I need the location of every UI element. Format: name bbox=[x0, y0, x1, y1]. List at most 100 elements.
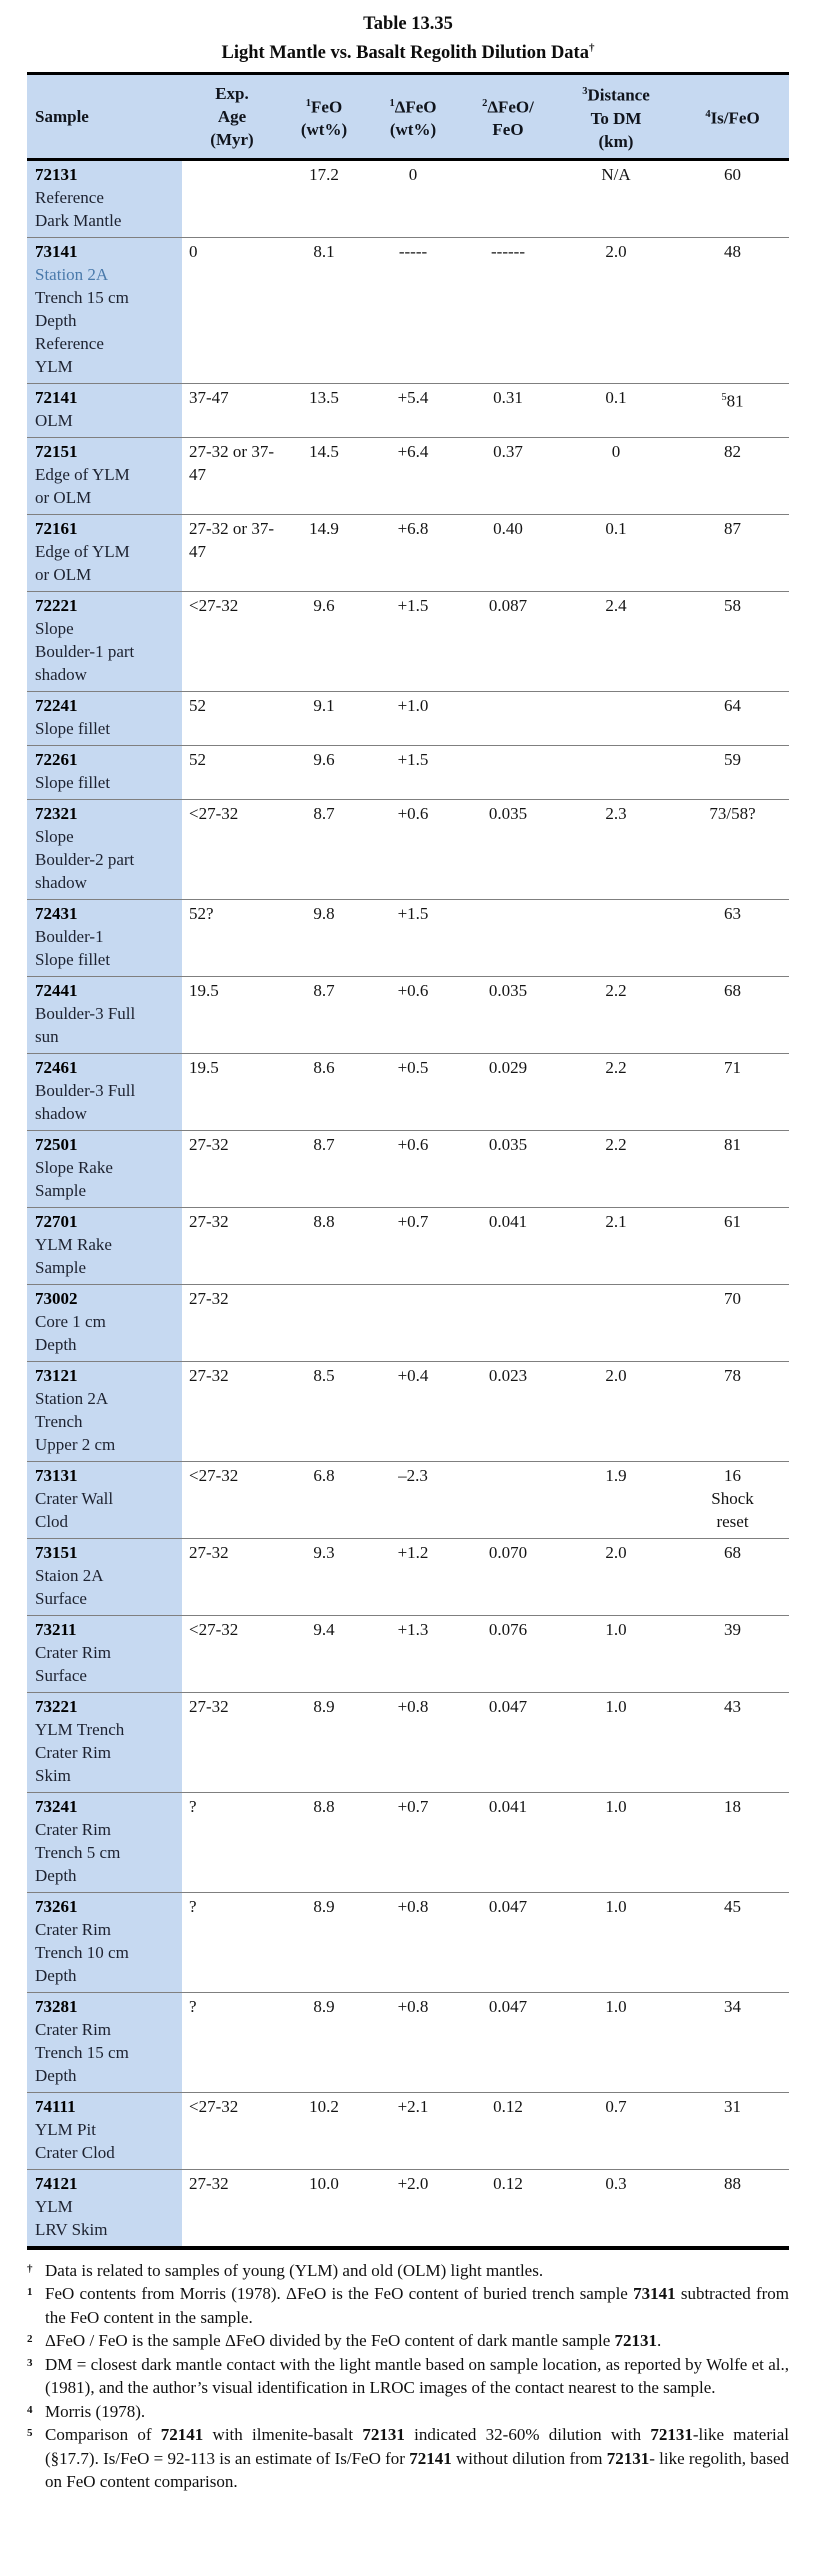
isfeo-value: 71 bbox=[724, 1057, 741, 1077]
sample-desc-line: Depth bbox=[35, 2065, 77, 2085]
table-row: 72161 Edge of YLM or OLM 27-32 or 37-47 14.9… bbox=[27, 514, 789, 592]
isfeo-value: 43 bbox=[724, 1696, 741, 1716]
col-header-line: 1ΔFeO bbox=[389, 97, 437, 117]
dfeo-cell: +0.8 bbox=[366, 1892, 460, 1993]
sample-desc-line: Boulder-2 part bbox=[35, 849, 135, 869]
sample-id: 73281 bbox=[35, 1996, 78, 2016]
sample-desc-line: YLM bbox=[35, 356, 73, 376]
sample-desc-line: Slope bbox=[35, 618, 74, 638]
dfeo-feo-cell: 0.041 bbox=[460, 1207, 556, 1285]
feo-cell: 8.1 bbox=[282, 237, 366, 384]
table-row: 73141 Station 2A Trench 15 cm Depth Referenc… bbox=[27, 237, 789, 384]
col-header-line: 4Is/FeO bbox=[705, 108, 760, 128]
sample-desc-line: Boulder-3 Full bbox=[35, 1080, 136, 1100]
isfeo-value: 63 bbox=[724, 903, 741, 923]
sample-id: 72261 bbox=[35, 749, 78, 769]
table-row: 74111 YLM Pit Crater Clod <27-32 10.2 +2.1 0.1… bbox=[27, 2092, 789, 2170]
col-header-line: Sample bbox=[35, 106, 89, 126]
exp-age-cell: <27-32 bbox=[182, 799, 282, 900]
footnote-segment: DM = closest dark mantle contact with th… bbox=[45, 2354, 789, 2398]
sample-id: 73121 bbox=[35, 1365, 78, 1385]
table-header: Sample Exp. Age (Myr) 1FeO (wt%) 1ΔFeO (wt%) 2ΔF… bbox=[27, 72, 789, 161]
sample-desc-line: Surface bbox=[35, 1588, 87, 1608]
sample-cell: 73241 Crater Rim Trench 5 cm Depth bbox=[27, 1792, 182, 1893]
distance-cell: 1.0 bbox=[556, 1992, 676, 2093]
col-header-isfeo: 4Is/FeO bbox=[676, 72, 789, 161]
distance-cell bbox=[556, 1284, 676, 1362]
exp-age-cell: 27-32 or 37-47 bbox=[182, 514, 282, 592]
exp-age-cell: 37-47 bbox=[182, 383, 282, 438]
table-row: 72441 Boulder-3 Full sun 19.5 8.7 +0.6 0.035 2.… bbox=[27, 976, 789, 1054]
sample-cell: 74111 YLM Pit Crater Clod bbox=[27, 2092, 182, 2170]
isfeo-value: 81 bbox=[724, 1134, 741, 1154]
footnote-ref-sup: 1 bbox=[305, 97, 312, 109]
sample-desc-line: shadow bbox=[35, 1103, 87, 1123]
dfeo-cell: +2.0 bbox=[366, 2169, 460, 2250]
distance-cell: 0.7 bbox=[556, 2092, 676, 2170]
isfeo-value: 34 bbox=[724, 1996, 741, 2016]
footnote-text: Data is related to samples of young (YLM… bbox=[45, 2259, 789, 2283]
isfeo-cell: 61 bbox=[676, 1207, 789, 1285]
isfeo-cell: 88 bbox=[676, 2169, 789, 2250]
sample-cell: 72321 Slope Boulder-2 part shadow bbox=[27, 799, 182, 900]
dfeo-feo-cell: 0.37 bbox=[460, 437, 556, 515]
sample-id: 72441 bbox=[35, 980, 78, 1000]
isfeo-cell: 78 bbox=[676, 1361, 789, 1462]
footnote-ref-sup: 5 bbox=[721, 391, 727, 403]
footnote-segment: Data is related to samples of young (YLM… bbox=[45, 2260, 544, 2280]
dfeo-cell: +1.5 bbox=[366, 899, 460, 977]
distance-cell: 2.0 bbox=[556, 237, 676, 384]
dfeo-feo-cell bbox=[460, 899, 556, 977]
col-header-line: (Myr) bbox=[210, 129, 254, 149]
sample-cell: 72131 Reference Dark Mantle bbox=[27, 159, 182, 238]
feo-cell: 8.6 bbox=[282, 1053, 366, 1131]
table-caption-text: Light Mantle vs. Basalt Regolith Dilutio… bbox=[221, 43, 589, 64]
sample-desc-line: Station 2A bbox=[35, 1388, 109, 1408]
exp-age-cell: 19.5 bbox=[182, 1053, 282, 1131]
distance-cell: 1.0 bbox=[556, 1692, 676, 1793]
footnote-ref-sup: 1 bbox=[389, 97, 395, 109]
col-header-line: Exp. bbox=[215, 83, 249, 103]
sample-desc-line: Depth bbox=[35, 1334, 77, 1354]
sample-cell: 73141 Station 2A Trench 15 cm Depth Referenc… bbox=[27, 237, 182, 384]
isfeo-value: 58 bbox=[724, 595, 741, 615]
feo-cell: 14.5 bbox=[282, 437, 366, 515]
distance-cell: 2.1 bbox=[556, 1207, 676, 1285]
col-header-line: Age bbox=[217, 106, 247, 126]
footnote-segment: - like regolith, based on FeO content co… bbox=[45, 2448, 789, 2492]
isfeo-cell: 81 bbox=[676, 1130, 789, 1208]
feo-cell: 8.7 bbox=[282, 799, 366, 900]
footnote-segment: Comparison of bbox=[45, 2425, 161, 2445]
sample-desc-line: OLM bbox=[35, 410, 73, 430]
sample-id: 72701 bbox=[35, 1211, 78, 1231]
sample-desc-line: Boulder-3 Full bbox=[35, 1003, 136, 1023]
sample-desc-line: Edge of YLM bbox=[35, 464, 130, 484]
footnote-bold-sample-ref: 72131 bbox=[650, 2425, 693, 2445]
footnote: 4 Morris (1978). bbox=[27, 2400, 789, 2424]
exp-age-cell: 52 bbox=[182, 691, 282, 746]
isfeo-cell: 87 bbox=[676, 514, 789, 592]
isfeo-value: 59 bbox=[724, 749, 741, 769]
footnote-ref-sup: 2 bbox=[482, 97, 488, 109]
dfeo-cell: +1.5 bbox=[366, 591, 460, 692]
footnote-text: FeO contents from Morris (1978). ΔFeO is… bbox=[45, 2282, 789, 2329]
isfeo-value: 68 bbox=[724, 1542, 741, 1562]
sample-desc-line: Boulder-1 part bbox=[35, 641, 135, 661]
footnote-bold-sample-ref: 72141 bbox=[409, 2448, 452, 2468]
dfeo-feo-cell bbox=[460, 745, 556, 800]
isfeo-cell: 31 bbox=[676, 2092, 789, 2170]
distance-cell: 1.9 bbox=[556, 1461, 676, 1539]
dfeo-cell: +0.8 bbox=[366, 1692, 460, 1793]
col-header-sample: Sample bbox=[27, 72, 182, 161]
footnote-marker: † bbox=[27, 2262, 33, 2275]
exp-age-cell: <27-32 bbox=[182, 1461, 282, 1539]
exp-age-cell bbox=[182, 159, 282, 238]
feo-cell: 8.8 bbox=[282, 1792, 366, 1893]
sample-id: 73211 bbox=[35, 1619, 77, 1639]
isfeo-cell: 68 bbox=[676, 976, 789, 1054]
dfeo-cell: +0.7 bbox=[366, 1207, 460, 1285]
dfeo-cell: +1.5 bbox=[366, 745, 460, 800]
sample-id: 72131 bbox=[35, 164, 78, 184]
footnote-bold-sample-ref: 72131 bbox=[606, 2448, 650, 2468]
isfeo-cell: 39 bbox=[676, 1615, 789, 1693]
